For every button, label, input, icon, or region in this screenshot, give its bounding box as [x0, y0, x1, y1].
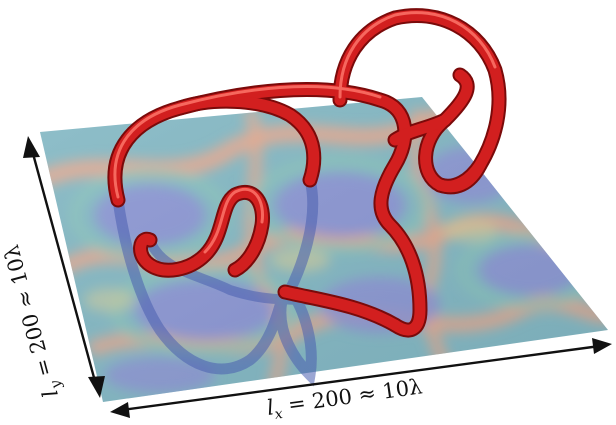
knot-submerged — [112, 174, 335, 387]
x-extent-subscript: x — [274, 406, 284, 423]
x-extent-relation: = 200 ≈ 10λ — [280, 374, 424, 418]
y-extent-label: ly = 200 ≈ 10λ — [0, 241, 67, 400]
x-extent-label: lx = 200 ≈ 10λ — [265, 374, 424, 424]
y-extent-relation: = 200 ≈ 10λ — [0, 242, 59, 385]
x-extent-arrow — [110, 338, 612, 418]
knot-tube — [107, 8, 507, 338]
svg-text:ly = 200 ≈ 10λ: ly = 200 ≈ 10λ — [0, 241, 67, 400]
y-extent-arrow — [23, 136, 105, 398]
svg-text:lx = 200 ≈ 10λ: lx = 200 ≈ 10λ — [265, 374, 424, 424]
x-extent-symbol: l — [265, 395, 275, 420]
